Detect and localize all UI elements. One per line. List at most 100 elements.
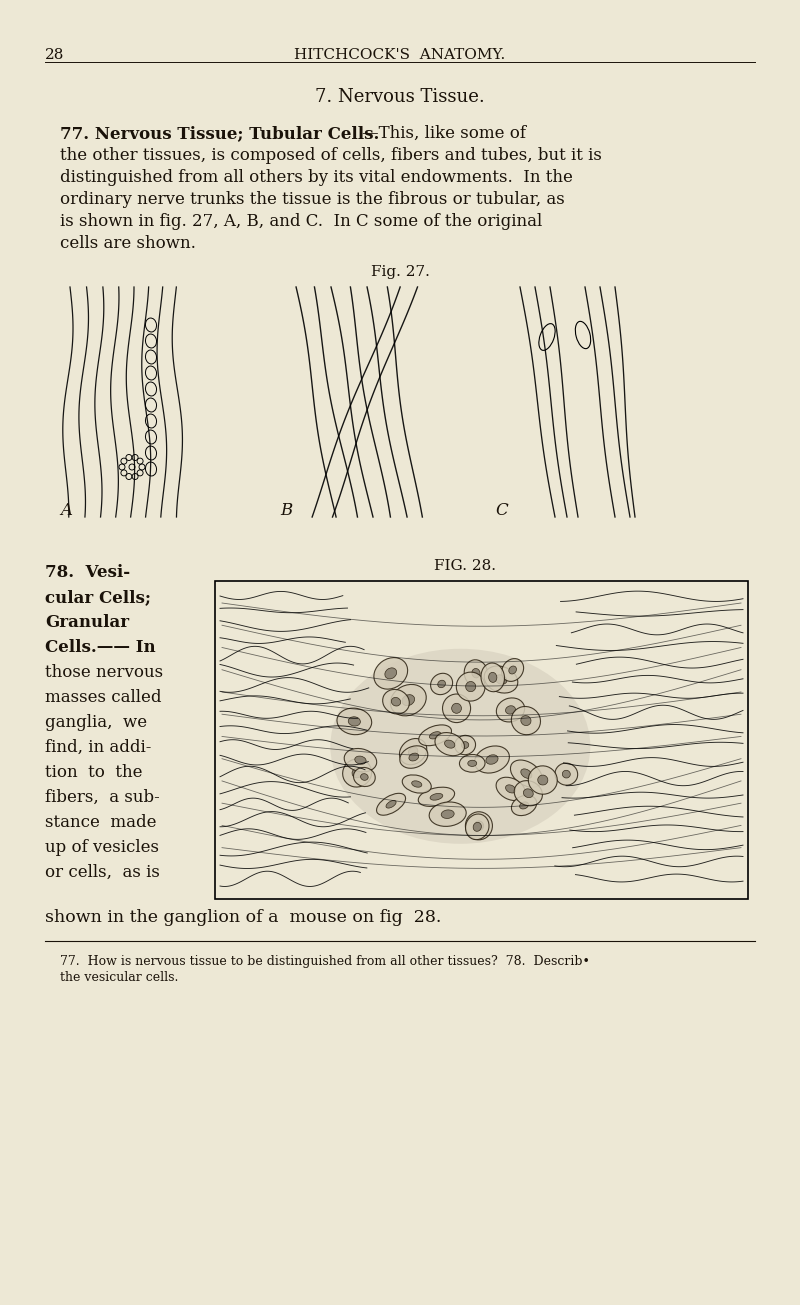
Text: FIG. 28.: FIG. 28. <box>434 559 496 573</box>
Ellipse shape <box>502 659 524 681</box>
Text: 28: 28 <box>45 48 64 63</box>
Ellipse shape <box>474 821 484 831</box>
Ellipse shape <box>481 663 505 692</box>
Text: 77. Nervous Tissue; Tubular Cells.: 77. Nervous Tissue; Tubular Cells. <box>60 125 379 142</box>
Ellipse shape <box>354 767 375 787</box>
Text: the vesicular cells.: the vesicular cells. <box>60 971 178 984</box>
Text: masses called: masses called <box>45 689 162 706</box>
Ellipse shape <box>402 694 414 706</box>
Ellipse shape <box>354 756 366 765</box>
Ellipse shape <box>484 666 518 693</box>
Text: tion  to  the: tion to the <box>45 763 142 780</box>
Bar <box>215 581 748 899</box>
Ellipse shape <box>514 780 542 805</box>
Ellipse shape <box>510 760 542 787</box>
Ellipse shape <box>538 775 548 786</box>
Ellipse shape <box>418 787 454 806</box>
Ellipse shape <box>466 814 489 839</box>
Text: Fig. 27.: Fig. 27. <box>370 265 430 279</box>
Text: ganglia,  we: ganglia, we <box>45 714 147 731</box>
Text: C: C <box>495 502 508 519</box>
Ellipse shape <box>348 716 360 726</box>
Text: those nervous: those nervous <box>45 664 163 681</box>
Text: A: A <box>60 502 72 519</box>
Ellipse shape <box>523 788 534 797</box>
Ellipse shape <box>408 746 418 756</box>
Ellipse shape <box>412 780 422 787</box>
Ellipse shape <box>374 658 408 689</box>
Ellipse shape <box>496 778 526 800</box>
Ellipse shape <box>486 754 498 765</box>
Ellipse shape <box>495 675 507 684</box>
Text: Cells.—— In: Cells.—— In <box>45 639 156 656</box>
Text: stance  made: stance made <box>45 814 157 831</box>
Ellipse shape <box>342 760 371 787</box>
Text: 77.  How is nervous tissue to be distinguished from all other tissues?  78.  Des: 77. How is nervous tissue to be distingu… <box>60 955 590 968</box>
Ellipse shape <box>418 724 451 745</box>
Ellipse shape <box>330 649 590 844</box>
Text: 78.  Vesi-: 78. Vesi- <box>45 564 130 581</box>
Ellipse shape <box>521 769 532 778</box>
Text: or cells,  as is: or cells, as is <box>45 864 160 881</box>
Ellipse shape <box>521 715 531 726</box>
Ellipse shape <box>464 660 488 686</box>
Ellipse shape <box>377 793 406 816</box>
Ellipse shape <box>442 810 454 818</box>
Ellipse shape <box>399 739 426 765</box>
Ellipse shape <box>454 735 475 754</box>
Text: fibers,  a sub-: fibers, a sub- <box>45 790 160 806</box>
Ellipse shape <box>438 680 446 688</box>
Ellipse shape <box>402 775 431 793</box>
Text: distinguished from all others by its vital endowments.  In the: distinguished from all others by its vit… <box>60 170 573 187</box>
Text: cells are shown.: cells are shown. <box>60 235 196 252</box>
Ellipse shape <box>352 769 362 778</box>
Ellipse shape <box>386 800 396 808</box>
Text: cular Cells;: cular Cells; <box>45 589 151 606</box>
Ellipse shape <box>520 801 529 809</box>
Ellipse shape <box>528 766 558 795</box>
Ellipse shape <box>562 770 570 778</box>
Ellipse shape <box>472 668 480 677</box>
Ellipse shape <box>511 795 537 816</box>
Ellipse shape <box>511 706 541 735</box>
Text: ordinary nerve trunks the tissue is the fibrous or tubular, as: ordinary nerve trunks the tissue is the … <box>60 191 565 207</box>
Text: —This, like some of: —This, like some of <box>362 125 526 142</box>
Ellipse shape <box>409 753 418 761</box>
Ellipse shape <box>430 732 441 739</box>
Ellipse shape <box>509 666 517 673</box>
Ellipse shape <box>456 672 485 701</box>
Ellipse shape <box>430 673 453 694</box>
Ellipse shape <box>466 681 476 692</box>
Ellipse shape <box>496 698 525 722</box>
Ellipse shape <box>459 754 485 773</box>
Ellipse shape <box>429 803 466 826</box>
Text: up of vesicles: up of vesicles <box>45 839 159 856</box>
Ellipse shape <box>468 761 477 766</box>
Ellipse shape <box>445 740 455 748</box>
Ellipse shape <box>452 703 462 714</box>
Text: 7. Nervous Tissue.: 7. Nervous Tissue. <box>315 87 485 106</box>
Text: the other tissues, is composed of cells, fibers and tubes, but it is: the other tissues, is composed of cells,… <box>60 147 602 164</box>
Ellipse shape <box>337 709 372 735</box>
Ellipse shape <box>400 746 428 769</box>
Ellipse shape <box>442 694 470 723</box>
Ellipse shape <box>466 812 493 840</box>
Ellipse shape <box>489 672 497 683</box>
Ellipse shape <box>462 741 469 748</box>
Text: is shown in fig. 27, A, B, and C.  In C some of the original: is shown in fig. 27, A, B, and C. In C s… <box>60 213 542 230</box>
Ellipse shape <box>391 697 401 706</box>
Ellipse shape <box>435 732 465 756</box>
Ellipse shape <box>474 746 510 773</box>
Text: HITCHCOCK'S  ANATOMY.: HITCHCOCK'S ANATOMY. <box>294 48 506 63</box>
Text: Granular: Granular <box>45 613 129 632</box>
Text: B: B <box>280 502 292 519</box>
Ellipse shape <box>344 749 377 771</box>
Ellipse shape <box>506 784 516 793</box>
Ellipse shape <box>473 822 482 831</box>
Ellipse shape <box>382 689 410 714</box>
Text: shown in the ganglion of a  mouse on fig  28.: shown in the ganglion of a mouse on fig … <box>45 910 442 927</box>
Ellipse shape <box>506 706 515 714</box>
Ellipse shape <box>430 793 442 800</box>
Ellipse shape <box>555 763 578 786</box>
Ellipse shape <box>385 668 397 679</box>
